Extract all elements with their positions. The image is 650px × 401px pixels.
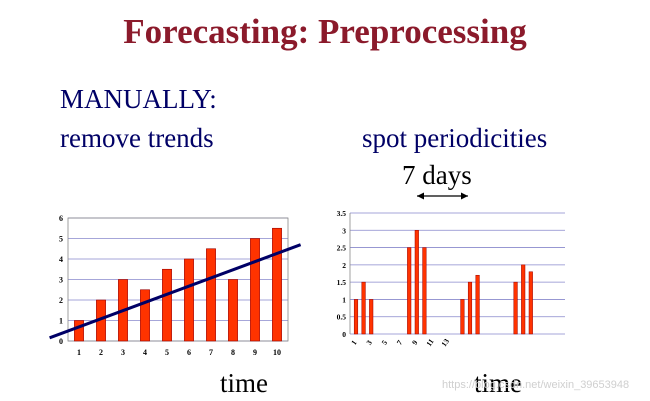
- left-chart-xlabel: time: [220, 368, 268, 398]
- right-x-tick-label: 1: [349, 338, 359, 346]
- left-y-tick-label: 1: [59, 317, 63, 326]
- left-x-tick-label: 1: [77, 348, 81, 357]
- left-y-tick-label: 2: [59, 296, 63, 305]
- right-bar: [475, 274, 480, 335]
- left-bar: [184, 258, 194, 342]
- right-x-tick-label: 5: [380, 338, 390, 346]
- right-x-tick-label: 11: [424, 337, 436, 348]
- trend-line: [49, 243, 302, 340]
- left-bar: [250, 238, 260, 342]
- right-y-tick-label: 1: [342, 295, 346, 304]
- left-x-tick-label: 7: [209, 348, 213, 357]
- left-bar: [140, 289, 150, 342]
- spot-periodicities-label: spot periodicities: [362, 123, 548, 153]
- right-y-tick-label: 0: [342, 330, 346, 339]
- right-bar: [422, 247, 427, 335]
- left-x-tick-label: 4: [143, 348, 147, 357]
- period-arrow-left-head: [417, 192, 424, 200]
- left-x-tick-label: 8: [231, 348, 235, 357]
- left-bar: [74, 320, 84, 342]
- right-x-tick-label: 9: [410, 338, 420, 346]
- left-plot-frame: [67, 217, 289, 342]
- right-x-tick-label: 7: [395, 338, 405, 346]
- left-y-tick-label: 6: [59, 214, 63, 223]
- left-bar: [272, 227, 282, 342]
- right-bar: [528, 271, 533, 335]
- right-x-tick-label: 3: [364, 338, 374, 346]
- right-bar: [407, 247, 412, 335]
- left-x-tick-label: 9: [253, 348, 257, 357]
- left-x-tick-label: 3: [121, 348, 125, 357]
- left-y-tick-label: 0: [59, 337, 63, 346]
- left-x-tick-label: 6: [187, 348, 191, 357]
- slide-title: Forecasting: Preprocessing: [123, 12, 527, 51]
- left-bar: [228, 279, 238, 342]
- right-x-tick-label: 13: [439, 337, 451, 349]
- right-chart-xlabel: time: [474, 368, 522, 398]
- left-bar: [162, 268, 172, 342]
- period-label: 7 days: [402, 160, 472, 190]
- left-x-tick-label: 2: [99, 348, 103, 357]
- remove-trends-label: remove trends: [60, 123, 214, 153]
- right-bar: [460, 299, 465, 335]
- left-y-tick-label: 5: [59, 235, 63, 244]
- right-y-tick-label: 3: [342, 226, 346, 235]
- period-arrow-right-head: [461, 192, 468, 200]
- left-bar: [206, 248, 216, 342]
- manually-label: MANUALLY:: [60, 84, 217, 114]
- right-bar: [467, 281, 473, 335]
- right-bar: [369, 299, 374, 335]
- right-bar: [513, 281, 518, 335]
- right-bar: [521, 264, 526, 335]
- right-bar: [414, 230, 419, 335]
- left-y-tick-label: 4: [59, 255, 63, 264]
- right-y-tick-label: 0.5: [337, 313, 347, 322]
- right-bar: [353, 299, 359, 335]
- watermark: https://blog.csdn.net/weixin_39653948: [442, 379, 630, 391]
- left-x-tick-label: 5: [165, 348, 169, 357]
- right-y-tick-label: 2.5: [337, 244, 347, 253]
- left-y-tick-label: 3: [59, 276, 63, 285]
- right-y-tick-label: 2: [342, 261, 346, 270]
- right-y-tick-label: 1.5: [337, 278, 347, 287]
- right-y-tick-label: 3.5: [337, 209, 347, 218]
- right-bar: [361, 281, 366, 335]
- left-x-tick-label: 10: [273, 348, 281, 357]
